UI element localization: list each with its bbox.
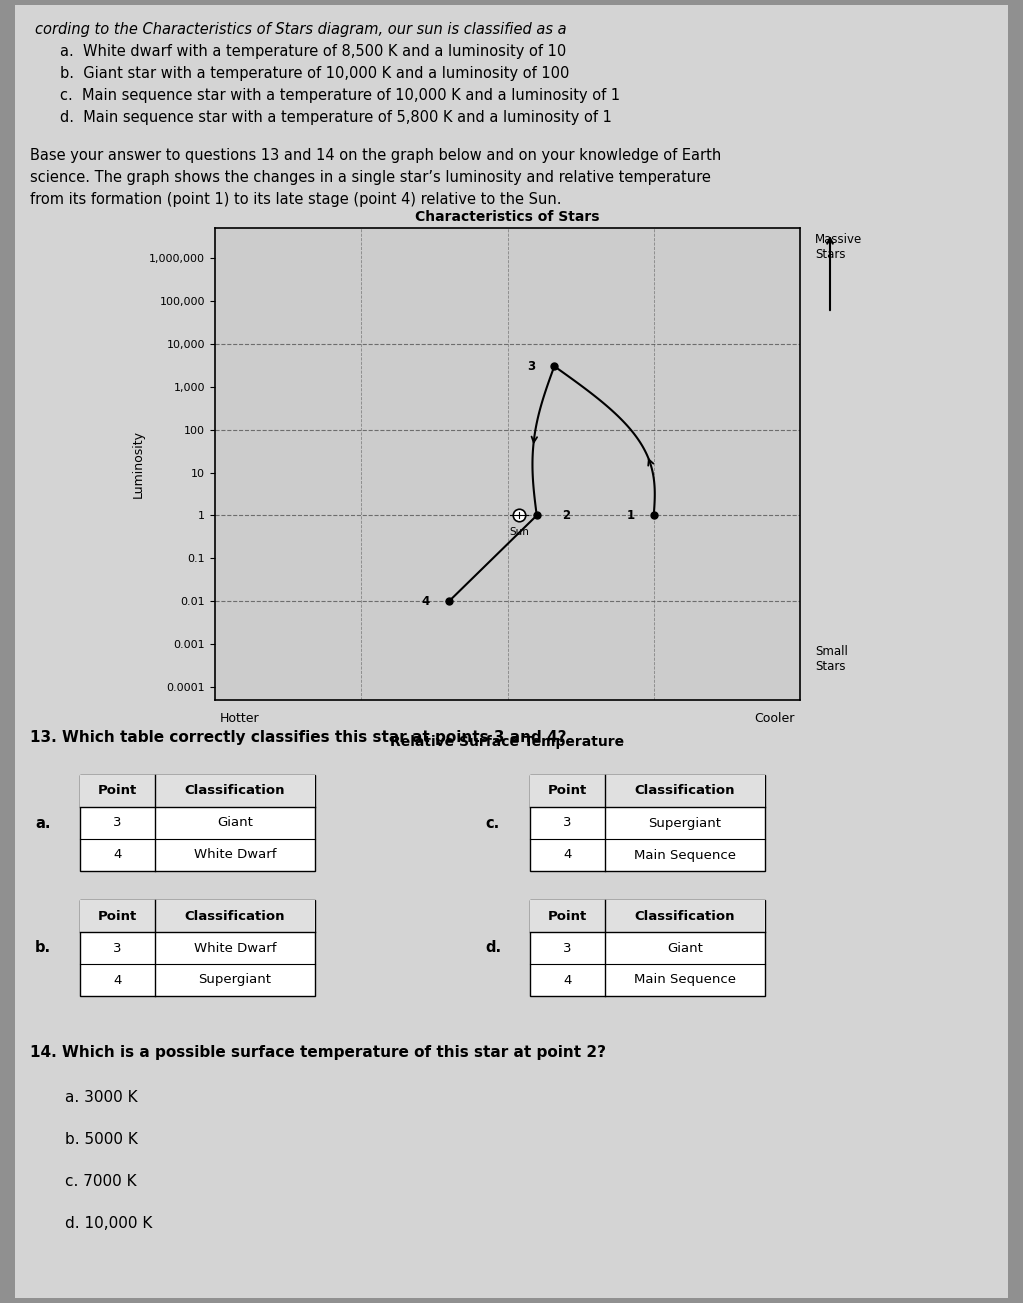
Text: Classification: Classification [185,909,285,923]
Text: science. The graph shows the changes in a single star’s luminosity and relative : science. The graph shows the changes in … [30,169,711,185]
Text: White Dwarf: White Dwarf [193,848,276,861]
Text: 2: 2 [562,509,570,523]
Text: Base your answer to questions 13 and 14 on the graph below and on your knowledge: Base your answer to questions 13 and 14 … [30,149,721,163]
Text: Giant: Giant [667,942,703,955]
Text: 4: 4 [421,594,430,607]
Bar [80,900,315,995]
Text: Massive
Stars: Massive Stars [815,233,862,261]
Text: 14. Which is a possible surface temperature of this star at point 2?: 14. Which is a possible surface temperat… [30,1045,606,1061]
Text: 3: 3 [564,817,572,830]
Text: a.: a. [35,816,50,830]
Title: Characteristics of Stars: Characteristics of Stars [415,210,599,224]
Text: d.  Main sequence star with a temperature of 5,800 K and a luminosity of 1: d. Main sequence star with a temperature… [60,109,612,125]
Text: from its formation (point 1) to its late stage (point 4) relative to the Sun.: from its formation (point 1) to its late… [30,192,562,207]
Bar [530,900,765,995]
Text: 13. Which table correctly classifies this star at points 3 and 4?: 13. Which table correctly classifies thi… [30,730,567,745]
Text: 4: 4 [114,973,122,986]
Text: a. 3000 K: a. 3000 K [65,1091,138,1105]
Text: b.  Giant star with a temperature of 10,000 K and a luminosity of 100: b. Giant star with a temperature of 10,0… [60,66,570,81]
Text: Classification: Classification [185,784,285,797]
Bar [530,775,765,807]
Text: 1: 1 [626,509,634,523]
Text: 4: 4 [114,848,122,861]
Text: Classification: Classification [634,784,736,797]
Text: a.  White dwarf with a temperature of 8,500 K and a luminosity of 10: a. White dwarf with a temperature of 8,5… [60,44,567,59]
Text: c.: c. [485,816,499,830]
Text: 3: 3 [114,817,122,830]
Text: Cooler: Cooler [755,711,795,724]
Text: White Dwarf: White Dwarf [193,942,276,955]
Text: Small
Stars: Small Stars [815,645,848,674]
Bar [80,900,315,932]
Text: 3: 3 [114,942,122,955]
Text: 3: 3 [527,360,535,373]
Bar [530,775,765,870]
Text: 3: 3 [564,942,572,955]
Text: Relative Surface Temperature: Relative Surface Temperature [391,735,625,749]
Y-axis label: Luminosity: Luminosity [132,430,145,498]
Text: Point: Point [98,784,137,797]
Text: c. 7000 K: c. 7000 K [65,1174,137,1190]
Text: Supergiant: Supergiant [198,973,271,986]
Text: Main Sequence: Main Sequence [634,973,736,986]
Text: Main Sequence: Main Sequence [634,848,736,861]
Text: d. 10,000 K: d. 10,000 K [65,1216,152,1231]
Text: Sun: Sun [509,526,529,537]
Text: Point: Point [548,784,587,797]
Text: d.: d. [485,941,501,955]
Text: Hotter: Hotter [220,711,260,724]
Text: b. 5000 K: b. 5000 K [65,1132,138,1147]
Text: Point: Point [98,909,137,923]
Text: cording to the Characteristics of Stars diagram, our sun is classified as a: cording to the Characteristics of Stars … [35,22,567,36]
Text: b.: b. [35,941,51,955]
Text: c.  Main sequence star with a temperature of 10,000 K and a luminosity of 1: c. Main sequence star with a temperature… [60,89,620,103]
Text: 4: 4 [564,848,572,861]
Text: Classification: Classification [634,909,736,923]
Bar [80,775,315,870]
Text: Giant: Giant [217,817,253,830]
Bar [80,775,315,807]
Text: Point: Point [548,909,587,923]
Text: 4: 4 [564,973,572,986]
Bar [530,900,765,932]
Text: Supergiant: Supergiant [649,817,721,830]
